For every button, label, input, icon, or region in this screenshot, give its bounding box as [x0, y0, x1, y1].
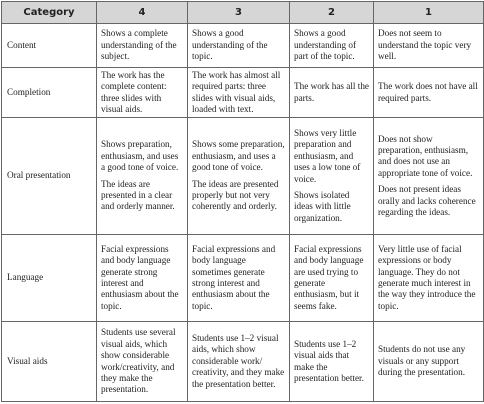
category-cell: Completion: [1, 67, 97, 118]
criteria-text: The work has almost all required parts: …: [192, 69, 281, 114]
criteria-text: Shows very little preparation and enthus…: [294, 127, 361, 184]
criteria-cell: Shows very little preparation and enthus…: [289, 117, 374, 235]
category-cell: Language: [1, 234, 97, 322]
header-cell: 1: [373, 1, 484, 24]
header-cell: 3: [187, 1, 290, 24]
criteria-text: Shows a good understanding of the topic.: [192, 28, 268, 62]
criteria-cell: Shows a good understanding of the topic.: [187, 23, 290, 68]
criteria-cell: Students do not use any visuals or any s…: [373, 321, 484, 402]
criteria-text: Does not show preparation, enthusiasm, a…: [378, 133, 473, 178]
category-cell: Content: [1, 23, 97, 68]
criteria-text: Shows preparation, enthusiasm, and uses …: [101, 139, 179, 173]
criteria-text: Shows a complete understanding of the su…: [101, 28, 177, 62]
criteria-cell: Does not seem to understand the topic ve…: [373, 23, 484, 68]
criteria-text: The work has all the parts.: [294, 81, 370, 103]
criteria-cell: Very little use of facial expressions or…: [373, 234, 484, 322]
criteria-text: The work does not have all required part…: [378, 81, 478, 103]
criteria-text: Does not seem to understand the topic ve…: [378, 28, 472, 62]
criteria-text: Shows a good understanding of part of th…: [294, 28, 357, 62]
category-cell: Visual aids: [1, 321, 97, 402]
criteria-cell: Does not show preparation, enthusiasm, a…: [373, 117, 484, 235]
criteria-text: The ideas are presented in a clear and o…: [101, 178, 175, 212]
row: Visual aids Students use several visual a…: [1, 321, 484, 402]
criteria-text: Very little use of facial expressions or…: [378, 243, 476, 311]
header-row: Category 4 3 2 1: [1, 1, 484, 24]
criteria-text: Students use 1–2 visual aids, which show…: [192, 332, 285, 389]
criteria-cell: Shows preparation, enthusiasm, and uses …: [96, 117, 188, 235]
criteria-cell: The work does not have all required part…: [373, 67, 484, 118]
criteria-cell: Shows a good understanding of part of th…: [289, 23, 374, 68]
category-cell: Oral presentation: [1, 117, 97, 235]
criteria-cell: Shows a complete understanding of the su…: [96, 23, 188, 68]
header-cell: 2: [289, 1, 374, 24]
criteria-cell: The work has the complete content: three…: [96, 67, 188, 118]
criteria-text: Facial expressions and body language som…: [192, 243, 276, 311]
row: Completion The work has the complete cont…: [1, 67, 484, 118]
header-cell: Category: [1, 1, 97, 24]
criteria-text: Facial expressions and body language are…: [294, 243, 364, 311]
header-cell: 4: [96, 1, 188, 24]
criteria-text: Students do not use any visuals or any s…: [378, 344, 466, 378]
criteria-cell: Students use 1–2 visual aids, which show…: [187, 321, 290, 402]
criteria-cell: The work has almost all required parts: …: [187, 67, 290, 118]
criteria-text: Does not present ideas orally and lacks …: [378, 184, 476, 218]
criteria-text: Facial expressions and body language gen…: [101, 243, 179, 311]
row: Oral presentation Shows preparation, enth…: [1, 117, 484, 235]
criteria-cell: Shows some preparation, enthusiasm, and …: [187, 117, 290, 235]
criteria-cell: Facial expressions and body language gen…: [96, 234, 188, 322]
criteria-text: The work has the complete content: three…: [101, 69, 167, 114]
criteria-cell: Students use 1–2 visual aids that make t…: [289, 321, 374, 402]
criteria-text: Students use several visual aids, which …: [101, 327, 176, 395]
criteria-text: Shows some preparation, enthusiasm, and …: [192, 139, 285, 173]
row: Content Shows a complete understanding of…: [1, 23, 484, 68]
criteria-cell: The work has all the parts.: [289, 67, 374, 118]
criteria-text: The ideas are presented properly but not…: [192, 178, 279, 212]
criteria-cell: Students use several visual aids, which …: [96, 321, 188, 402]
criteria-text: Students use 1–2 visual aids that make t…: [294, 338, 364, 383]
row: Language Facial expressions and body lang…: [1, 234, 484, 322]
criteria-cell: Facial expressions and body language som…: [187, 234, 290, 322]
criteria-text: Shows isolated ideas with little organiz…: [294, 189, 351, 223]
criteria-cell: Facial expressions and body language are…: [289, 234, 374, 322]
